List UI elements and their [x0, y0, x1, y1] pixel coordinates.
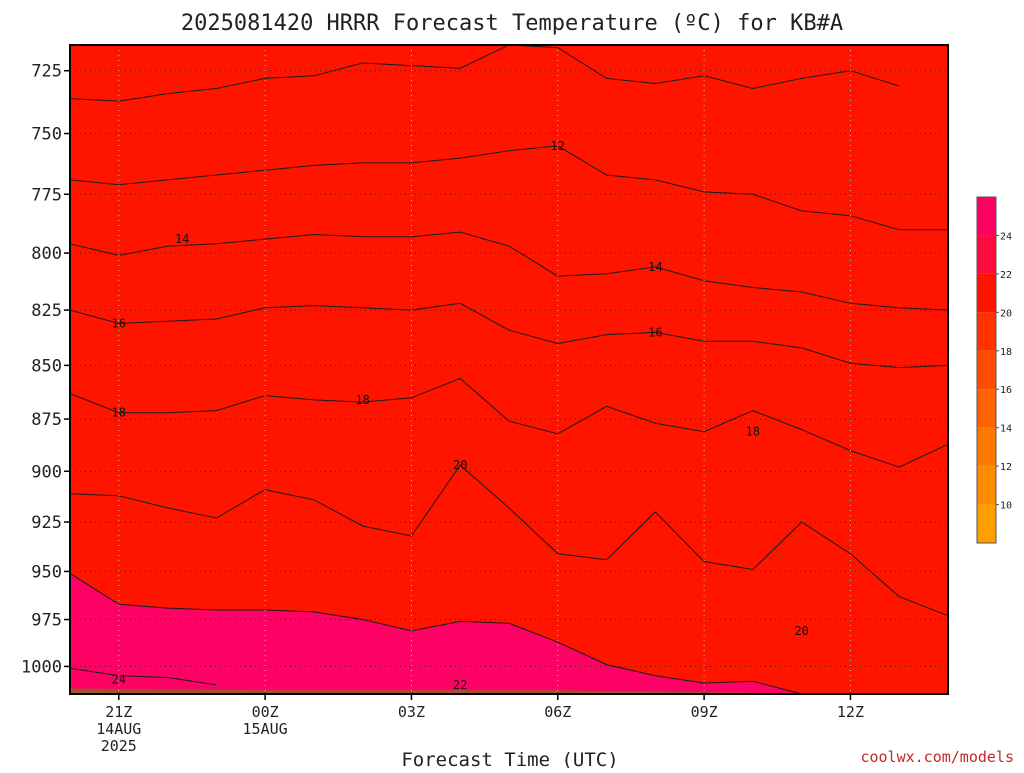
- chart-title: 2025081420 HRRR Forecast Temperature (ºC…: [181, 11, 843, 36]
- x-tick-label: 00Z: [252, 703, 279, 721]
- band-fill-22: [70, 45, 948, 694]
- terrain-surface: [70, 688, 948, 694]
- y-tick-label: 1000: [21, 657, 62, 677]
- contour-label: 20: [453, 458, 467, 472]
- y-tick-label: 925: [31, 513, 62, 533]
- colorbar-label: 10: [1000, 501, 1012, 512]
- y-tick-label: 875: [31, 410, 62, 430]
- contour-label: 16: [112, 316, 126, 330]
- y-tick-label: 825: [31, 301, 62, 321]
- contour-label: 12: [551, 139, 565, 153]
- colorbar-frame: [976, 196, 997, 544]
- contour-label: 24: [112, 672, 126, 686]
- colorbar-swatch: [977, 197, 996, 236]
- colorbar-label: 22: [1000, 270, 1012, 281]
- contour-label: 16: [648, 325, 662, 339]
- colorbar-label: 18: [1000, 347, 1012, 358]
- colorbar-label: 12: [1000, 462, 1012, 473]
- contour-label: 22: [453, 678, 467, 692]
- y-tick-label: 800: [31, 244, 62, 264]
- colorbar: 10 12 14 16 18 20 22 24: [976, 196, 1012, 544]
- colorbar-label: 16: [1000, 385, 1012, 396]
- x-tick-date: 14AUG: [96, 720, 141, 738]
- contour-line-14: [69, 231, 949, 311]
- x-tick-label: 03Z: [398, 703, 425, 721]
- colorbar-swatch: [977, 312, 996, 351]
- colorbar-swatch: [977, 389, 996, 428]
- colorbar-swatch: [977, 235, 996, 274]
- plot-frame: [69, 44, 949, 695]
- contour-line-18: [69, 377, 949, 468]
- y-tick-label: 850: [31, 356, 62, 376]
- contour-label: 14: [648, 260, 662, 274]
- contour-label: 18: [112, 406, 126, 420]
- x-tick-label: 06Z: [544, 703, 571, 721]
- y-tick-label: 975: [31, 611, 62, 631]
- x-tick-date: 15AUG: [243, 720, 288, 738]
- x-tick-year: 2025: [101, 737, 137, 755]
- x-tick-label: 21Z: [105, 703, 132, 721]
- colorbar-swatch: [977, 273, 996, 313]
- contour-label: 20: [794, 624, 808, 638]
- y-axis: 725 750 775 800 825 850 875 900 925 950 975 1000: [21, 62, 70, 677]
- x-axis-label: Forecast Time (UTC): [401, 749, 618, 768]
- y-tick-label: 775: [31, 185, 62, 205]
- y-tick-label: 950: [31, 562, 62, 582]
- colorbar-swatch: [977, 466, 996, 505]
- colorbar-label: 24: [1000, 231, 1012, 242]
- contour-line-20: [69, 464, 949, 622]
- contour-label: 14: [175, 232, 189, 246]
- band-fill-24: [70, 668, 217, 694]
- contour-line-24: [69, 667, 217, 686]
- colorbar-swatch: [977, 504, 996, 543]
- contour-line-12: [69, 145, 948, 231]
- grid-lines: [70, 45, 948, 694]
- y-tick-label: 725: [31, 62, 62, 82]
- y-tick-label: 750: [31, 125, 62, 145]
- contour-labels: 12 14 14 16 16 18 18 18 20 20 22 24: [112, 139, 809, 692]
- colorbar-swatch: [977, 427, 996, 467]
- colorbar-swatch: [977, 350, 996, 390]
- credit-link[interactable]: coolwx.com/models: [860, 748, 1014, 766]
- contour-line-16: [69, 302, 949, 369]
- colorbar-label: 14: [1000, 424, 1012, 435]
- y-tick-label: 900: [31, 462, 62, 482]
- contour-line-10: [69, 44, 900, 102]
- contour-fills: [70, 45, 948, 694]
- x-tick-label: 12Z: [837, 703, 864, 721]
- contour-label: 18: [746, 425, 760, 439]
- colorbar-label: 20: [1000, 308, 1012, 319]
- x-tick-label: 09Z: [691, 703, 718, 721]
- contour-label: 18: [355, 393, 369, 407]
